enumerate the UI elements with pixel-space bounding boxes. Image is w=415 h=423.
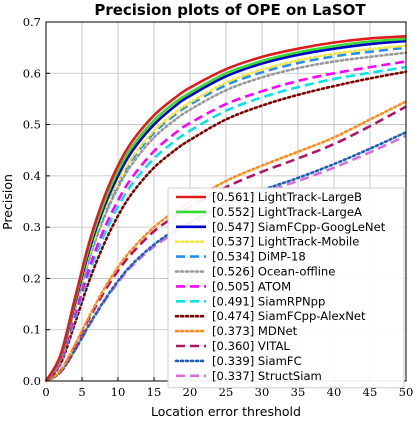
legend-entry: [0.491] SiamRPNpp [212, 294, 325, 308]
legend-entry: [0.505] ATOM [212, 279, 291, 293]
legend: [0.561] LightTrack-LargeB[0.552] LightTr… [167, 187, 405, 389]
series-line-11 [44, 130, 408, 383]
y-tick-label: 0.4 [23, 169, 41, 183]
series-line-4 [44, 46, 407, 382]
x-tick-label: 15 [147, 385, 162, 399]
x-tick-label: 50 [399, 385, 414, 399]
legend-box [167, 187, 405, 389]
series-layer [44, 35, 408, 383]
x-tick-label: 25 [219, 385, 234, 399]
x-tick-label: 0 [42, 385, 49, 399]
x-tick-label: 40 [327, 385, 342, 399]
series-line-3 [44, 44, 408, 383]
x-axis-label: Location error threshold [151, 404, 301, 419]
legend-entry: [0.337] StructSiam [212, 369, 322, 383]
y-tick-label: 0.2 [23, 271, 41, 285]
series-line-9 [44, 100, 408, 383]
x-tick-label: 10 [111, 385, 126, 399]
y-axis-ticks: 0.0 0.1 0.2 0.3 0.4 0.5 0.6 0.7 [23, 15, 50, 388]
x-tick-label: 20 [183, 385, 198, 399]
y-tick-label: 0.5 [23, 118, 41, 132]
y-tick-label: 0.6 [23, 66, 41, 80]
legend-entry: [0.474] SiamFCpp-AlexNet [212, 309, 366, 323]
y-tick-label: 0.0 [23, 374, 41, 388]
y-tick-label: 0.1 [23, 323, 41, 337]
legend-entry: [0.373] MDNet [212, 324, 298, 338]
y-tick-label: 0.7 [23, 15, 41, 29]
chart-title: Precision plots of OPE on LaSOT [94, 1, 366, 19]
x-tick-label: 35 [291, 385, 306, 399]
legend-entry: [0.547] SiamFCpp-GoogLeNet [212, 220, 386, 234]
legend-entry: [0.339] SiamFC [212, 354, 302, 368]
series-line-6 [44, 60, 407, 382]
legend-entry: [0.526] Ocean-offline [212, 265, 335, 279]
legend-entry: [0.534] DiMP-18 [212, 250, 306, 264]
legend-entry: [0.360] VITAL [212, 339, 290, 353]
x-tick-label: 30 [255, 385, 270, 399]
x-tick-label: 45 [363, 385, 378, 399]
y-tick-label: 0.3 [23, 220, 41, 234]
series-line-8 [44, 70, 408, 383]
series-line-0 [44, 35, 407, 382]
y-axis-label: Precision [0, 174, 15, 230]
x-tick-label: 5 [78, 385, 85, 399]
legend-entry: [0.561] LightTrack-LargeB [212, 190, 362, 204]
legend-entry: [0.552] LightTrack-LargeA [212, 205, 362, 219]
legend-entry: [0.537] LightTrack-Mobile [212, 235, 359, 249]
